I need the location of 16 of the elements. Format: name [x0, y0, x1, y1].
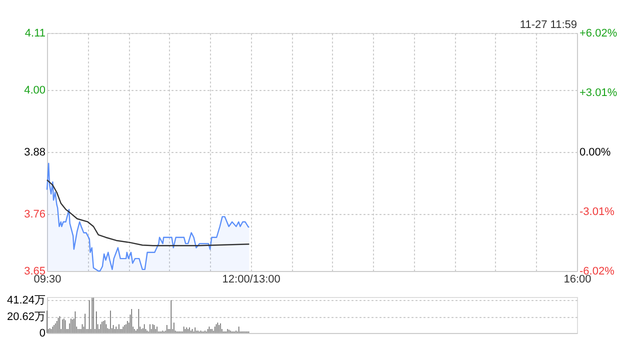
- y-tick-label: 0: [39, 328, 46, 340]
- y2-tick-label: +3.01%: [580, 87, 618, 99]
- text: 11-27 11:59: [520, 19, 577, 31]
- y-tick-label: 41.24万: [6, 294, 46, 307]
- y2-tick-label: -3.01%: [580, 206, 615, 218]
- x-tick-label: 12:00/13:00: [222, 274, 280, 286]
- line-series: [46, 179, 250, 246]
- y-tick-label: 3.88: [24, 146, 46, 158]
- y-tick-label: 3.76: [24, 208, 46, 221]
- x-tick-label: 16:00: [564, 274, 592, 286]
- y-tick-label: 4.11: [24, 28, 46, 40]
- y-tick-label: 20.62万: [6, 311, 46, 324]
- y2-tick-label: +6.02%: [580, 28, 618, 40]
- y2-tick-label: 0.00%: [580, 146, 611, 158]
- x-tick-label: 09:30: [34, 274, 62, 286]
- y-tick-label: 4.00: [24, 84, 46, 96]
